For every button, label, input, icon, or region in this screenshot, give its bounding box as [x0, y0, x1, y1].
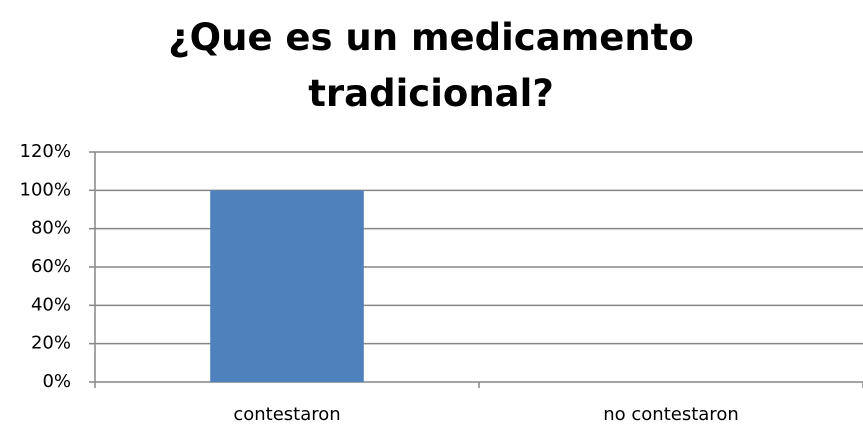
y-tick-label: 60% [31, 256, 71, 277]
y-tick-label: 20% [31, 333, 71, 354]
y-tick-label: 100% [20, 179, 71, 200]
x-tick-label: contestaron [233, 404, 340, 425]
y-tick-label: 0% [42, 371, 71, 392]
y-tick-label: 40% [31, 294, 71, 315]
x-tick-label: no contestaron [603, 404, 738, 425]
y-tick-label: 120% [20, 141, 71, 162]
bar [210, 190, 364, 382]
y-tick-label: 80% [31, 218, 71, 239]
chart-title: ¿Que es un medicamento tradicional? [168, 16, 694, 115]
